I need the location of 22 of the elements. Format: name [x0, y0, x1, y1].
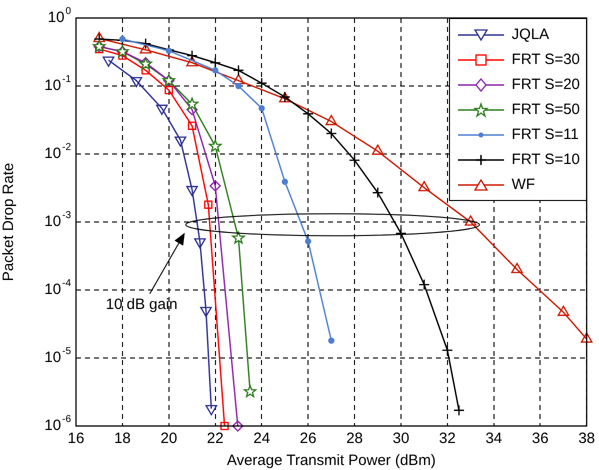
- legend-label: FRT S=30: [512, 50, 580, 70]
- x-tick-label: 16: [68, 430, 84, 448]
- x-tick-label: 34: [485, 430, 502, 448]
- y-axis-title: Packet Drop Rate: [0, 162, 18, 282]
- x-tick-label: 30: [392, 430, 410, 448]
- x-tick-label: 22: [206, 430, 224, 448]
- x-tick-label: 28: [346, 430, 363, 448]
- annotation: 10 dB gain: [106, 296, 178, 313]
- x-tick-label: 26: [300, 430, 316, 448]
- legend-label: FRT S=50: [512, 100, 580, 120]
- x-tick-label: 20: [160, 430, 178, 448]
- x-axis-title: Average Transmit Power (dBm): [226, 452, 436, 470]
- legend-label: FRT S=10: [512, 150, 580, 170]
- legend-label: FRT S=11: [512, 125, 579, 145]
- x-tick-label: 24: [253, 430, 270, 448]
- legend-label: WF: [512, 175, 535, 195]
- x-tick-label: 18: [114, 430, 131, 448]
- x-tick-label: 38: [578, 430, 595, 448]
- legend-label: JQLA: [512, 25, 550, 45]
- x-tick-label: 36: [532, 430, 549, 448]
- x-tick-label: 32: [439, 430, 456, 448]
- legend-label: FRT S=20: [512, 75, 580, 95]
